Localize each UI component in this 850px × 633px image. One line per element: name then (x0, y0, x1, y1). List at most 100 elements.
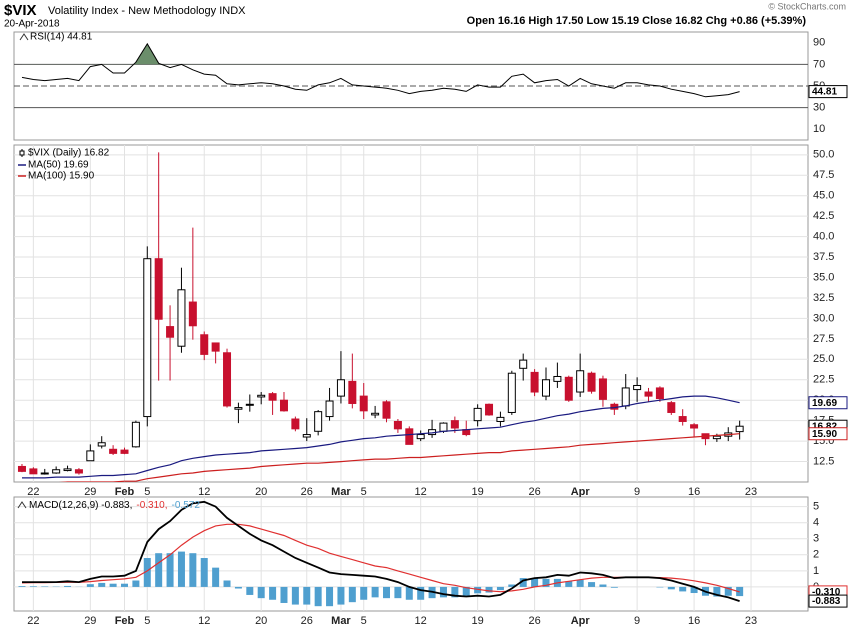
histogram-bar (257, 586, 265, 599)
candle-body (143, 258, 152, 418)
signal-line (21, 523, 740, 593)
x-tick-label: 29 (84, 486, 96, 498)
x-tick-label: 12 (415, 615, 427, 627)
x-tick-label: Feb (115, 486, 135, 498)
candle-body (234, 407, 243, 410)
candle-body (188, 301, 197, 327)
x-tick-label: Apr (571, 615, 591, 627)
overbought-fill (21, 43, 740, 65)
x-tick-label: 5 (361, 486, 367, 498)
value-tag-label: 44.81 (812, 87, 837, 98)
x-tick-label: 29 (84, 615, 96, 627)
histogram-bar (576, 579, 584, 587)
candle-body (382, 401, 391, 419)
candle-body (507, 372, 516, 413)
candle-body (109, 448, 118, 454)
histogram-bar (64, 585, 72, 587)
candle-body (97, 442, 106, 447)
histogram-bar (326, 586, 334, 607)
histogram-bar (132, 580, 140, 587)
candle-body (587, 372, 596, 392)
histogram-bar (177, 551, 185, 587)
histogram-bar (690, 586, 698, 594)
candle-body (712, 435, 721, 440)
candle-body (120, 449, 129, 454)
histogram-bar (280, 586, 288, 603)
candle-body (450, 420, 459, 429)
candle-body (553, 375, 562, 382)
histogram-bar (439, 586, 447, 598)
histogram-bar (223, 580, 231, 587)
histogram-bar (405, 586, 413, 600)
histogram-bar (451, 586, 459, 598)
histogram-bar (394, 586, 402, 599)
value-tag-label: 16.82 (812, 421, 837, 432)
legend-label: MACD(12,26,9) -0.883, -0.310, -0.572 (29, 500, 200, 511)
moving-average-line (58, 433, 740, 482)
y-tick-label: 90 (813, 37, 825, 49)
chart-subtitle: Volatility Index - New Methodology INDX (48, 5, 246, 17)
candle-body (177, 289, 186, 347)
legend-label: MA(50) 19.69 (28, 160, 89, 171)
histogram-bar (109, 583, 117, 587)
histogram-bar (519, 578, 527, 587)
histogram-bar (314, 586, 322, 607)
histogram-bar (337, 586, 345, 605)
value-tag-label: 15.90 (812, 429, 837, 440)
value-tag (808, 427, 848, 441)
histogram-bar (246, 586, 254, 595)
histogram-bar (166, 553, 174, 587)
x-tick-label: 12 (415, 486, 427, 498)
candle-body (655, 387, 664, 400)
y-tick-label: 30 (813, 102, 825, 114)
histogram-bar (18, 586, 26, 587)
x-tick-label: 23 (745, 615, 757, 627)
x-tick-label: 20 (255, 486, 267, 498)
candle-body (564, 376, 573, 401)
value-tag-label: -0.310 (812, 587, 841, 598)
candle-body (393, 420, 402, 430)
x-tick-label: Apr (571, 486, 591, 498)
candle-body (439, 422, 448, 432)
candle-body (348, 380, 357, 404)
legend-icon (19, 150, 25, 156)
legend-label: RSI(14) 44.81 (30, 32, 93, 43)
x-tick-label: 16 (688, 486, 700, 498)
histogram-bar (383, 586, 391, 599)
candle-body (166, 326, 175, 338)
x-tick-label: 5 (144, 615, 150, 627)
y-tick-label: 2 (813, 549, 819, 561)
legend-icon (19, 33, 29, 41)
candle-body (200, 334, 209, 355)
histogram-bar (155, 553, 163, 587)
chart-date: 20-Apr-2018 (4, 19, 60, 30)
y-tick-label: 30.0 (813, 312, 834, 324)
y-tick-label: 37.5 (813, 251, 834, 263)
x-tick-label: Feb (115, 615, 135, 627)
candle-body (154, 258, 163, 320)
candle-body (29, 468, 38, 475)
histogram-bar (508, 584, 516, 587)
candle-body (621, 387, 630, 407)
histogram-bar (360, 586, 368, 600)
candle-body (667, 402, 676, 413)
histogram-bar (565, 581, 573, 587)
y-tick-label: 42.5 (813, 210, 834, 222)
histogram-bar (531, 578, 539, 587)
y-tick-label: 70 (813, 58, 825, 70)
value-tag (808, 594, 848, 608)
histogram-bar (610, 586, 618, 588)
histogram-bar (474, 586, 482, 594)
x-tick-label: 22 (27, 486, 39, 498)
histogram-bar (143, 558, 151, 587)
x-tick-label: 19 (472, 615, 484, 627)
candle-body (519, 359, 528, 369)
candle-body (211, 342, 220, 352)
x-tick-label: 5 (361, 615, 367, 627)
x-tick-label: Mar (331, 486, 351, 498)
x-tick-label: 12 (198, 486, 210, 498)
candle-body (336, 379, 345, 397)
x-tick-label: 9 (634, 615, 640, 627)
candle-body (245, 403, 254, 406)
candle-body (359, 395, 368, 412)
